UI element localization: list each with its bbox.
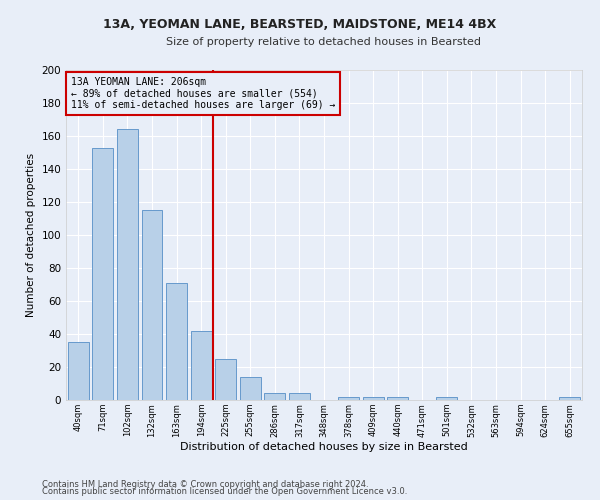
Title: Size of property relative to detached houses in Bearsted: Size of property relative to detached ho… xyxy=(167,37,482,47)
Bar xyxy=(338,396,359,400)
Text: 13A, YEOMAN LANE, BEARSTED, MAIDSTONE, ME14 4BX: 13A, YEOMAN LANE, BEARSTED, MAIDSTONE, M… xyxy=(103,18,497,30)
Y-axis label: Number of detached properties: Number of detached properties xyxy=(26,153,36,317)
Bar xyxy=(68,342,89,400)
Bar xyxy=(559,396,580,400)
Bar xyxy=(142,210,163,400)
Text: Contains public sector information licensed under the Open Government Licence v3: Contains public sector information licen… xyxy=(42,488,407,496)
Bar xyxy=(166,283,187,400)
X-axis label: Distribution of detached houses by size in Bearsted: Distribution of detached houses by size … xyxy=(180,442,468,452)
Bar xyxy=(191,330,212,400)
Text: 13A YEOMAN LANE: 206sqm
← 89% of detached houses are smaller (554)
11% of semi-d: 13A YEOMAN LANE: 206sqm ← 89% of detache… xyxy=(71,76,335,110)
Bar xyxy=(215,358,236,400)
Bar xyxy=(436,396,457,400)
Text: Contains HM Land Registry data © Crown copyright and database right 2024.: Contains HM Land Registry data © Crown c… xyxy=(42,480,368,489)
Bar xyxy=(92,148,113,400)
Bar xyxy=(387,396,408,400)
Bar xyxy=(362,396,383,400)
Bar xyxy=(117,130,138,400)
Bar xyxy=(289,394,310,400)
Bar xyxy=(240,377,261,400)
Bar xyxy=(265,394,286,400)
